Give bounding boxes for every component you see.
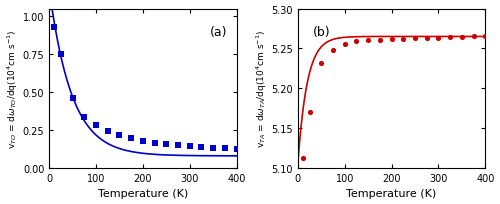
Point xyxy=(446,37,454,40)
Point xyxy=(470,36,478,39)
Point xyxy=(434,37,442,41)
Point xyxy=(68,97,76,100)
Point xyxy=(298,157,306,160)
Y-axis label: v$_{TO}$ = d$\omega$$_{TO}$/dq(10$^{4}$cm s$^{-1}$): v$_{TO}$ = d$\omega$$_{TO}$/dq(10$^{4}$c… xyxy=(6,29,20,148)
Point xyxy=(306,111,314,114)
Point xyxy=(232,148,240,151)
X-axis label: Temperature (K): Temperature (K) xyxy=(98,188,188,198)
Point xyxy=(329,49,337,52)
Point xyxy=(364,40,372,43)
Point xyxy=(139,140,147,143)
Y-axis label: v$_{TA}$ = d$\omega$$_{TA}$/dq(10$^{4}$cm s$^{-1}$): v$_{TA}$ = d$\omega$$_{TA}$/dq(10$^{4}$c… xyxy=(254,30,268,148)
Point xyxy=(150,142,158,145)
Point xyxy=(482,36,490,39)
Point xyxy=(198,145,205,149)
Point xyxy=(388,38,396,41)
Point xyxy=(411,37,419,41)
Point xyxy=(318,62,326,65)
X-axis label: Temperature (K): Temperature (K) xyxy=(346,188,436,198)
Text: (a): (a) xyxy=(210,25,228,38)
Point xyxy=(458,37,466,40)
Point xyxy=(127,137,135,140)
Text: (b): (b) xyxy=(313,25,330,38)
Point xyxy=(186,145,194,148)
Point xyxy=(352,40,360,44)
Point xyxy=(209,146,217,150)
Point xyxy=(221,147,229,150)
Point xyxy=(340,44,348,47)
Point xyxy=(92,123,100,127)
Point xyxy=(376,39,384,42)
Point xyxy=(57,53,65,57)
Point xyxy=(116,134,124,137)
Point xyxy=(162,143,170,146)
Point xyxy=(104,130,112,133)
Point xyxy=(400,38,407,41)
Point xyxy=(50,26,58,29)
Point xyxy=(422,37,430,41)
Point xyxy=(80,116,88,119)
Point xyxy=(174,144,182,147)
